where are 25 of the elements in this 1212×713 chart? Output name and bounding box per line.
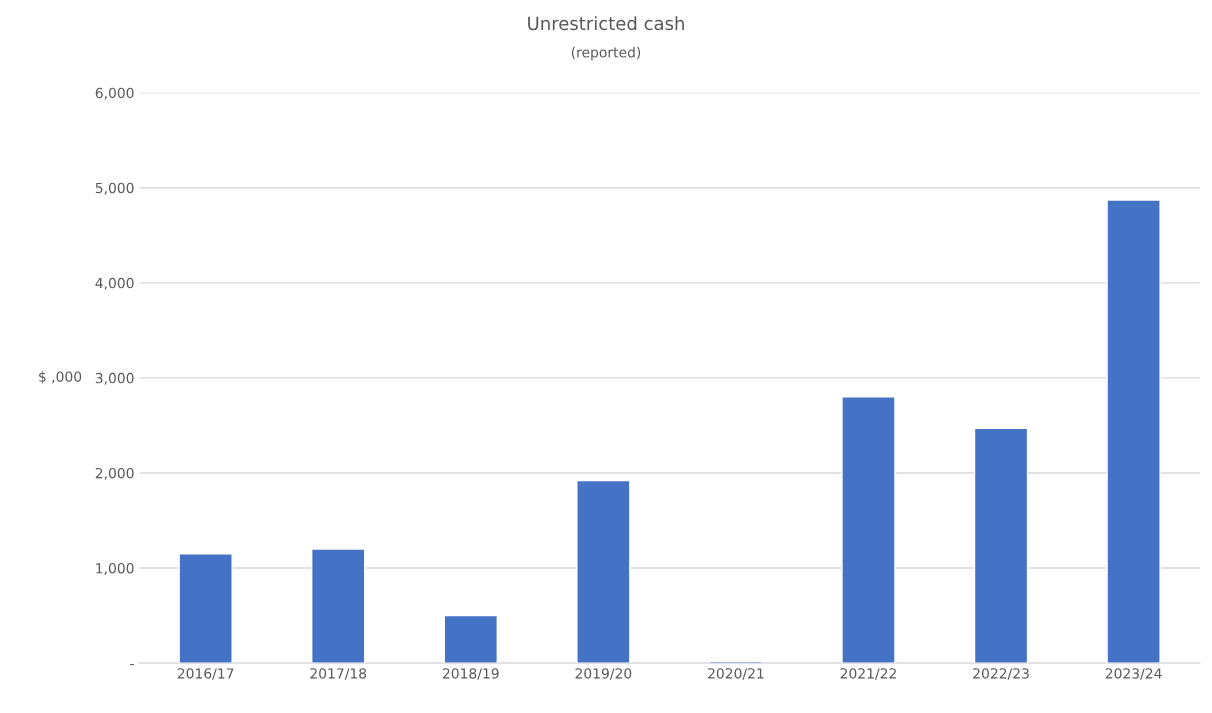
x-tick-label: 2019/20: [575, 668, 632, 680]
bar: [311, 548, 366, 664]
x-tick-label: 2016/17: [177, 668, 234, 680]
chart-subtitle: (reported): [571, 46, 641, 61]
y-tick-label: 1,000: [96, 562, 134, 575]
y-tick-label: 4,000: [95, 277, 134, 290]
bar: [1106, 199, 1161, 664]
x-tick-label: 2023/24: [1105, 668, 1162, 680]
bar: [576, 479, 631, 664]
y-tick-label: 6,000: [95, 87, 134, 100]
bar: [841, 396, 896, 664]
y-tick-label: -: [130, 664, 134, 666]
bar: [973, 427, 1029, 664]
chart-title: Unrestricted cash: [528, 16, 684, 31]
bar: [443, 614, 498, 664]
y-tick-label: 3,000: [95, 372, 134, 385]
x-tick-label: 2020/21: [708, 668, 764, 680]
y-tick-label: 2,000: [95, 467, 134, 480]
x-tick-label: 2021/22: [840, 668, 896, 680]
x-tick-label: 2022/23: [973, 668, 1029, 680]
y-axis-title: $ ,000: [39, 371, 82, 384]
bar: [178, 553, 233, 664]
x-tick-label: 2017/18: [310, 668, 367, 680]
y-tick-label: 5,000: [95, 182, 134, 195]
x-tick-label: 2018/19: [442, 668, 499, 680]
